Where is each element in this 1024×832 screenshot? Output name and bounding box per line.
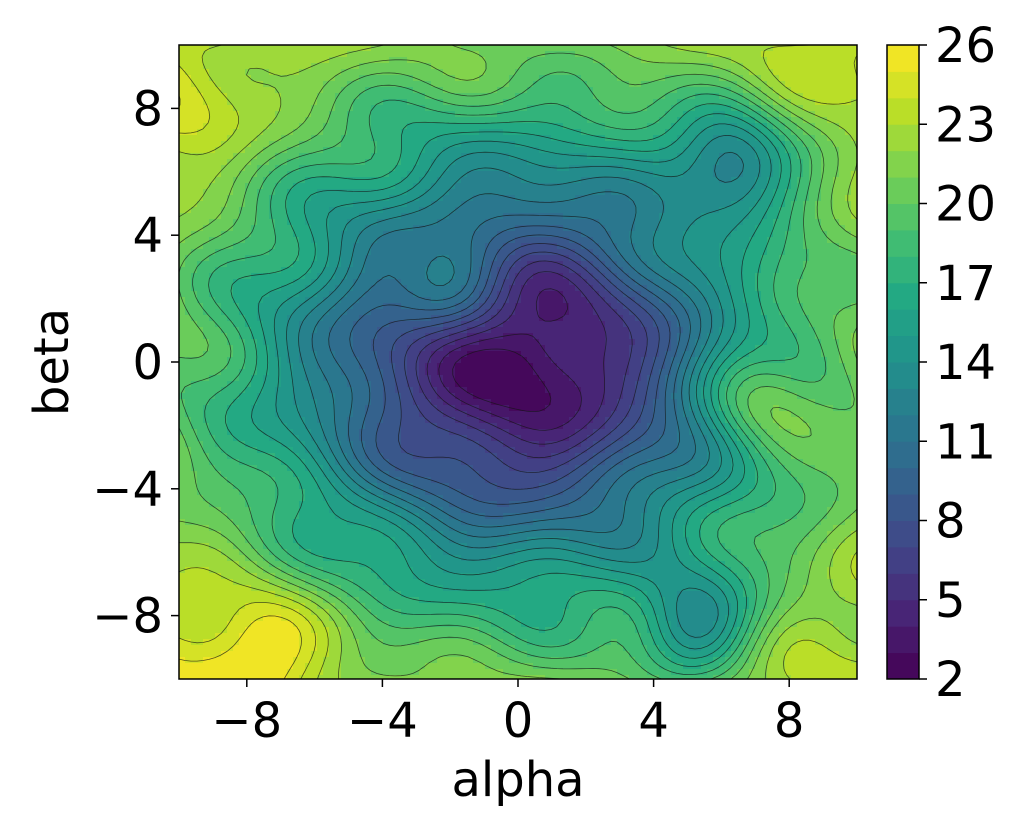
plot-area <box>179 45 857 679</box>
colorbar-band <box>887 229 919 257</box>
y-axis: −8 −4 0 4 8 <box>92 81 179 645</box>
colorbar-band <box>887 652 919 680</box>
colorbar-band <box>887 573 919 601</box>
colorbar-band <box>887 309 919 337</box>
colorbar-band <box>887 124 919 152</box>
x-tick-label: −4 <box>347 693 418 749</box>
x-tick-label: 0 <box>503 693 534 749</box>
colorbar-tick-label: 8 <box>935 494 966 550</box>
colorbar-band <box>887 150 919 178</box>
colorbar-band <box>887 177 919 204</box>
colorbar-tick-label: 20 <box>935 177 996 233</box>
y-tick-label: 0 <box>132 335 163 391</box>
colorbar-tick-label: 26 <box>935 18 996 74</box>
x-tick-label: 8 <box>774 693 805 749</box>
x-tick-label: 4 <box>638 693 669 749</box>
colorbar-tick-label: 11 <box>935 414 996 470</box>
colorbar <box>887 45 919 680</box>
contour-lines <box>179 45 857 679</box>
x-tick-label: −8 <box>211 693 282 749</box>
colorbar-band <box>887 599 919 627</box>
y-tick-label: 8 <box>132 81 163 137</box>
colorbar-band <box>887 335 919 363</box>
colorbar-band <box>887 494 919 521</box>
colorbar-band <box>887 520 919 548</box>
colorbar-band <box>887 71 919 99</box>
y-tick-label: −4 <box>92 462 163 518</box>
colorbar-band <box>887 256 919 284</box>
colorbar-tick-label: 5 <box>935 573 966 629</box>
x-axis: −8 −4 0 4 8 <box>211 679 804 749</box>
colorbar-band <box>887 282 919 310</box>
colorbar-band <box>887 467 919 495</box>
y-tick-label: −8 <box>92 589 163 645</box>
colorbar-band <box>887 546 919 574</box>
colorbar-tick-label: 17 <box>935 256 996 312</box>
colorbar-band <box>887 45 919 72</box>
colorbar-band <box>887 97 919 125</box>
colorbar-tick-label: 23 <box>935 97 996 153</box>
colorbar-band <box>887 388 919 416</box>
colorbar-band <box>887 414 919 442</box>
colorbar-band <box>887 362 919 389</box>
colorbar-tick-label: 2 <box>935 652 966 708</box>
colorbar-band <box>887 203 919 231</box>
colorbar-band <box>887 626 919 654</box>
y-axis-label: beta <box>24 308 80 416</box>
colorbar-band <box>887 441 919 469</box>
colorbar-ticks: 2 5 8 11 14 17 20 23 26 <box>919 18 996 708</box>
x-axis-label: alpha <box>451 752 584 808</box>
colorbar-tick-label: 14 <box>935 335 996 391</box>
y-tick-label: 4 <box>132 208 163 264</box>
